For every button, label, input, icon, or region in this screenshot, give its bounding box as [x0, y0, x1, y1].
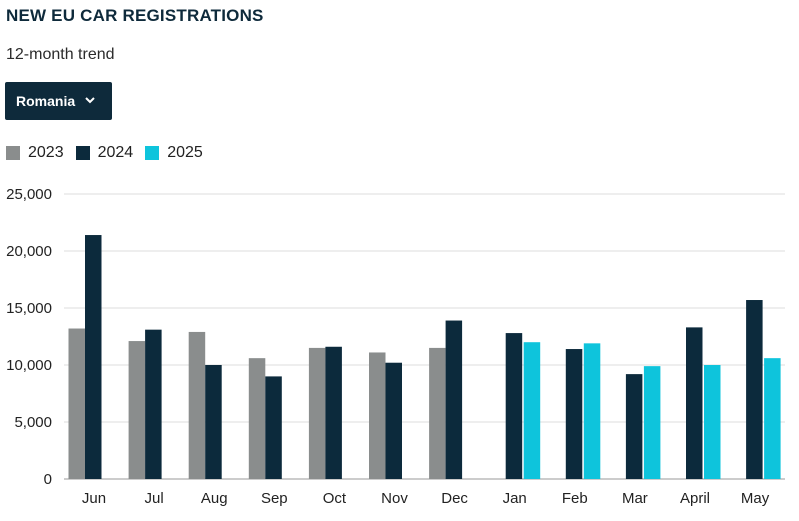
- bar-2024-feb[interactable]: [565, 349, 583, 479]
- x-tick-label: Dec: [441, 490, 468, 507]
- country-dropdown-value: Romania: [16, 93, 76, 109]
- x-tick-label: Oct: [323, 490, 347, 507]
- bar-2024-aug[interactable]: [205, 365, 222, 479]
- bar-2023-aug[interactable]: [188, 331, 206, 479]
- legend-item-2025[interactable]: 2025: [145, 144, 203, 162]
- y-axis-ticks: 0 5,000 10,000 15,000 20,000 25,000: [6, 186, 52, 488]
- x-tick-label: April: [680, 490, 710, 507]
- x-axis-ticks: Jun Jul Aug Sep Oct Nov Dec Jan Feb Mar April May: [82, 490, 770, 507]
- grid-layer: [64, 193, 785, 480]
- bar-2023-nov[interactable]: [369, 352, 386, 479]
- y-tick-label: 5,000: [14, 414, 52, 431]
- bar-2025-may[interactable]: [764, 358, 781, 479]
- bar-2025-mar[interactable]: [643, 366, 661, 479]
- country-dropdown[interactable]: Romania: [5, 82, 112, 120]
- x-tick-label: Sep: [261, 490, 288, 507]
- bar-2023-jul[interactable]: [128, 341, 146, 479]
- x-tick-label: Jun: [82, 490, 106, 507]
- bar-2024-mar[interactable]: [625, 374, 643, 479]
- bar-2024-jan[interactable]: [505, 333, 523, 479]
- bar-2025-feb[interactable]: [583, 343, 601, 479]
- legend-label-2025: 2025: [167, 144, 203, 161]
- x-tick-label: Feb: [562, 490, 588, 507]
- x-tick-label: Mar: [622, 490, 648, 507]
- bar-2024-oct[interactable]: [325, 346, 342, 479]
- chevron-down-icon: [85, 97, 95, 104]
- y-tick-label: 15,000: [6, 300, 52, 317]
- bar-2025-april[interactable]: [704, 365, 721, 479]
- x-tick-label: Nov: [381, 490, 408, 507]
- legend-label-2023: 2023: [28, 144, 64, 161]
- bar-2023-sep[interactable]: [248, 358, 266, 479]
- x-tick-label: Aug: [201, 490, 228, 507]
- bar-2024-jul[interactable]: [145, 329, 162, 479]
- legend-swatch-2024: [75, 146, 90, 160]
- chart-subtitle: 12-month trend: [6, 46, 115, 63]
- bars: [68, 235, 781, 479]
- bar-2024-april[interactable]: [686, 327, 703, 479]
- legend: 2023 2024 2025: [6, 144, 203, 162]
- legend-label-2024: 2024: [97, 144, 134, 161]
- x-tick-label: Jan: [503, 490, 527, 507]
- bar-2023-oct[interactable]: [308, 347, 326, 479]
- bar-2023-dec[interactable]: [429, 347, 446, 479]
- legend-item-2024[interactable]: 2024: [75, 144, 134, 162]
- legend-swatch-2023: [6, 146, 20, 160]
- y-tick-label: 25,000: [6, 186, 52, 203]
- bar-2024-may[interactable]: [746, 300, 763, 479]
- bar-2023-jun[interactable]: [68, 328, 86, 479]
- y-tick-label: 0: [44, 471, 52, 488]
- y-tick-label: 10,000: [6, 357, 52, 374]
- x-tick-label: May: [741, 490, 770, 507]
- bar-2024-nov[interactable]: [385, 362, 403, 479]
- chart-title: NEW EU CAR REGISTRATIONS: [6, 6, 264, 25]
- bar-2024-sep[interactable]: [265, 376, 282, 479]
- x-tick-label: Jul: [145, 490, 164, 507]
- bar-2024-jun[interactable]: [85, 235, 102, 479]
- legend-swatch-2025: [145, 146, 160, 160]
- bar-2025-jan[interactable]: [523, 342, 541, 479]
- bar-2024-dec[interactable]: [445, 320, 463, 479]
- legend-item-2023[interactable]: 2023: [6, 144, 64, 162]
- y-tick-label: 20,000: [6, 243, 52, 260]
